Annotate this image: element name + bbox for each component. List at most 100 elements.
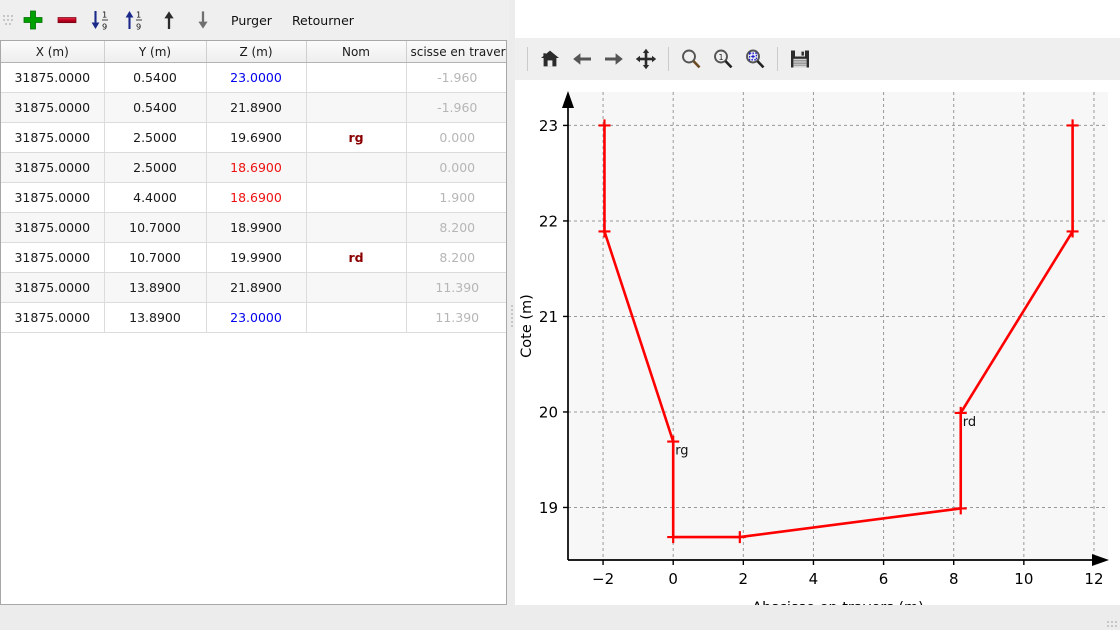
pan-move-icon[interactable] bbox=[630, 43, 662, 75]
sort-ascending-icon[interactable]: 1 9 bbox=[118, 3, 152, 37]
chart-panel: 1 bbox=[515, 0, 1120, 630]
cell-x[interactable]: 31875.0000 bbox=[1, 272, 105, 303]
table-header-row: X (m) Y (m) Z (m) Nom scisse en travers bbox=[1, 41, 506, 63]
cell-x[interactable]: 31875.0000 bbox=[1, 302, 105, 333]
svg-text:9: 9 bbox=[102, 22, 107, 32]
cell-nom[interactable] bbox=[306, 212, 407, 243]
cross-section-plot[interactable]: −20246810121920212223Abscisse en travers… bbox=[515, 80, 1120, 630]
resize-grip[interactable] bbox=[1107, 617, 1117, 627]
x-tick-label: −2 bbox=[592, 570, 614, 588]
column-header-y[interactable]: Y (m) bbox=[104, 41, 207, 63]
y-tick-label: 23 bbox=[539, 117, 558, 135]
cell-nom[interactable] bbox=[306, 152, 407, 183]
cell-x[interactable]: 31875.0000 bbox=[1, 122, 105, 153]
cell-y[interactable]: 4.4000 bbox=[104, 182, 207, 213]
series-marker bbox=[733, 531, 746, 544]
cell-nom[interactable] bbox=[306, 302, 407, 333]
table-row[interactable]: 31875.0000 0.5400 23.0000 -1.960 bbox=[1, 62, 506, 93]
cell-x[interactable]: 31875.0000 bbox=[1, 62, 105, 93]
cell-y[interactable]: 2.5000 bbox=[104, 122, 207, 153]
cell-nom[interactable] bbox=[306, 272, 407, 303]
toolbar-separator-3 bbox=[777, 47, 778, 71]
x-tick-label: 10 bbox=[1014, 570, 1033, 588]
cell-abscisse[interactable]: 0.000 bbox=[406, 122, 506, 153]
cell-abscisse[interactable]: -1.960 bbox=[406, 92, 506, 123]
column-header-z[interactable]: Z (m) bbox=[206, 41, 307, 63]
save-icon[interactable] bbox=[784, 43, 816, 75]
toolbar-separator-1 bbox=[527, 47, 528, 71]
cell-z[interactable]: 19.9900 bbox=[206, 242, 307, 273]
cell-abscisse[interactable]: 8.200 bbox=[406, 242, 506, 273]
cell-y[interactable]: 13.8900 bbox=[104, 272, 207, 303]
cell-abscisse[interactable]: 11.390 bbox=[406, 302, 506, 333]
cell-z[interactable]: 21.8900 bbox=[206, 272, 307, 303]
back-arrow-icon[interactable] bbox=[566, 43, 598, 75]
y-tick-label: 21 bbox=[539, 308, 558, 326]
zoom-rect-icon[interactable] bbox=[739, 43, 771, 75]
table-row[interactable]: 31875.0000 13.8900 23.0000 11.390 bbox=[1, 302, 506, 333]
home-icon[interactable] bbox=[534, 43, 566, 75]
cell-x[interactable]: 31875.0000 bbox=[1, 152, 105, 183]
forward-arrow-icon[interactable] bbox=[598, 43, 630, 75]
column-header-x[interactable]: X (m) bbox=[1, 41, 105, 63]
cell-y[interactable]: 2.5000 bbox=[104, 152, 207, 183]
table-row[interactable]: 31875.0000 2.5000 19.6900 rg 0.000 bbox=[1, 122, 506, 153]
cell-abscisse[interactable]: 0.000 bbox=[406, 152, 506, 183]
cell-nom[interactable]: rg bbox=[306, 122, 407, 153]
cell-y[interactable]: 0.5400 bbox=[104, 62, 207, 93]
cell-z[interactable]: 18.9900 bbox=[206, 212, 307, 243]
cell-abscisse[interactable]: -1.960 bbox=[406, 62, 506, 93]
status-strip bbox=[0, 605, 1120, 630]
cell-nom[interactable] bbox=[306, 62, 407, 93]
cell-y[interactable]: 13.8900 bbox=[104, 302, 207, 333]
toolbar-drag-handle[interactable] bbox=[3, 7, 13, 33]
zoom-icon[interactable] bbox=[675, 43, 707, 75]
x-tick-label: 2 bbox=[739, 570, 749, 588]
x-tick-label: 6 bbox=[879, 570, 889, 588]
column-header-abscisse[interactable]: scisse en travers bbox=[406, 41, 506, 63]
table-row[interactable]: 31875.0000 4.4000 18.6900 1.900 bbox=[1, 182, 506, 213]
cell-y[interactable]: 0.5400 bbox=[104, 92, 207, 123]
cell-z[interactable]: 23.0000 bbox=[206, 302, 307, 333]
retourner-button[interactable]: Retourner bbox=[283, 5, 363, 35]
cell-z[interactable]: 18.6900 bbox=[206, 152, 307, 183]
move-up-icon[interactable] bbox=[152, 3, 186, 37]
cell-x[interactable]: 31875.0000 bbox=[1, 242, 105, 273]
cell-z[interactable]: 18.6900 bbox=[206, 182, 307, 213]
add-row-icon[interactable] bbox=[16, 3, 50, 37]
remove-row-icon[interactable] bbox=[50, 3, 84, 37]
cell-nom[interactable] bbox=[306, 92, 407, 123]
toolbar-separator-2 bbox=[668, 47, 669, 71]
series-marker bbox=[1066, 225, 1079, 238]
sort-descending-icon[interactable]: 1 9 bbox=[84, 3, 118, 37]
table-row[interactable]: 31875.0000 10.7000 19.9900 rd 8.200 bbox=[1, 242, 506, 273]
cell-z[interactable]: 21.8900 bbox=[206, 92, 307, 123]
table-row[interactable]: 31875.0000 10.7000 18.9900 8.200 bbox=[1, 212, 506, 243]
cell-y[interactable]: 10.7000 bbox=[104, 242, 207, 273]
table-row[interactable]: 31875.0000 2.5000 18.6900 0.000 bbox=[1, 152, 506, 183]
cell-z[interactable]: 19.6900 bbox=[206, 122, 307, 153]
move-down-icon[interactable] bbox=[186, 3, 220, 37]
cell-nom[interactable]: rd bbox=[306, 242, 407, 273]
column-header-nom[interactable]: Nom bbox=[306, 41, 407, 63]
purger-button[interactable]: Purger bbox=[222, 5, 281, 35]
cell-y[interactable]: 10.7000 bbox=[104, 212, 207, 243]
table-row[interactable]: 31875.0000 13.8900 21.8900 11.390 bbox=[1, 272, 506, 303]
cell-x[interactable]: 31875.0000 bbox=[1, 182, 105, 213]
x-tick-label: 12 bbox=[1084, 570, 1103, 588]
series-marker bbox=[667, 531, 680, 544]
table-grid: X (m) Y (m) Z (m) Nom scisse en travers … bbox=[1, 41, 506, 333]
cell-nom[interactable] bbox=[306, 182, 407, 213]
zoom-one-icon[interactable]: 1 bbox=[707, 43, 739, 75]
table-row[interactable]: 31875.0000 0.5400 21.8900 -1.960 bbox=[1, 92, 506, 123]
cell-abscisse[interactable]: 11.390 bbox=[406, 272, 506, 303]
cell-z[interactable]: 23.0000 bbox=[206, 62, 307, 93]
points-table[interactable]: X (m) Y (m) Z (m) Nom scisse en travers … bbox=[0, 40, 507, 605]
panel-splitter[interactable] bbox=[509, 0, 515, 630]
svg-text:9: 9 bbox=[136, 22, 141, 32]
cell-abscisse[interactable]: 1.900 bbox=[406, 182, 506, 213]
cell-abscisse[interactable]: 8.200 bbox=[406, 212, 506, 243]
cell-x[interactable]: 31875.0000 bbox=[1, 92, 105, 123]
cell-x[interactable]: 31875.0000 bbox=[1, 212, 105, 243]
